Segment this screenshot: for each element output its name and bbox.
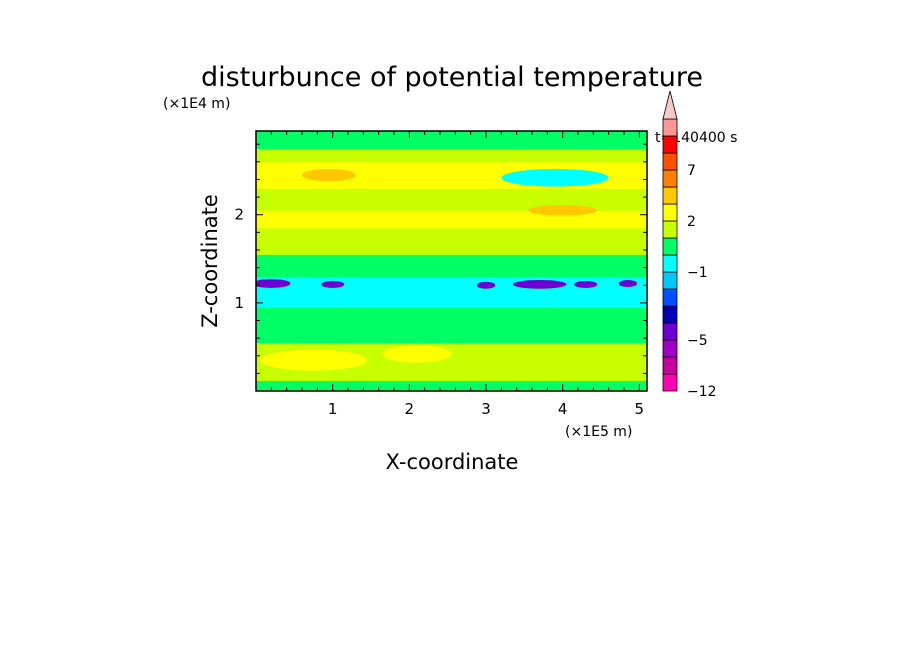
field-anomaly [501,168,609,187]
y-tick-label: 2 [234,206,244,224]
chart-title: disturbunce of potential temperature [201,62,703,93]
colorbar-swatch [662,254,678,273]
colorbar-swatch [662,373,678,392]
field-band [256,307,647,326]
colorbar-swatch [662,203,678,222]
field-anomaly [512,279,567,289]
colorbar-swatch [662,237,678,256]
colorbar-swatch [662,220,678,239]
field-anomaly [528,205,598,216]
y-unit-label: (×1E4 m) [163,96,230,112]
field-anomaly [476,281,496,289]
colorbar-label: −12 [687,384,717,400]
colorbar: −12−5−127 [662,90,717,400]
x-tick-label: 3 [481,400,491,418]
field-band [256,148,647,163]
y-axis-label: Z-coordinate [198,194,222,328]
x-tick-label: 4 [558,400,568,418]
colorbar-swatch [662,169,678,188]
colorbar-swatch [662,305,678,324]
field-band [256,188,647,211]
y-tick-label: 1 [234,294,244,312]
x-unit-label: (×1E5 m) [565,424,632,440]
contour-field [256,131,647,391]
x-tick-label: 2 [405,400,415,418]
colorbar-swatch [662,135,678,154]
colorbar-swatch [662,271,678,290]
field-band [256,131,647,150]
colorbar-swatch [662,322,678,341]
field-anomaly [302,168,356,182]
axis-ticks: 1 2 3 4 5 1 2 [234,131,647,418]
field-anomaly [574,280,598,288]
x-tick-label: 1 [328,400,338,418]
colorbar-swatch [662,186,678,205]
x-axis-label: X-coordinate [386,450,519,474]
colorbar-label: −1 [687,265,708,281]
colorbar-swatch [662,152,678,171]
colorbar-swatch [662,118,678,137]
field-anomaly [321,280,345,288]
field-band [256,254,647,277]
colorbar-swatch [662,288,678,307]
colorbar-extend-triangle [662,90,678,120]
colorbar-swatch [662,356,678,375]
field-anomaly [382,345,452,363]
field-anomaly [259,349,368,371]
colorbar-label: 2 [687,214,696,230]
field-anomaly [256,279,291,288]
colorbar-swatch [662,339,678,358]
field-band [256,324,647,344]
field-band [256,380,647,391]
colorbar-label: −5 [687,333,708,349]
plot-frame [255,130,648,392]
field-anomaly [618,279,638,287]
field-band [256,227,647,255]
x-tick-label: 5 [635,400,645,418]
colorbar-label: 7 [687,163,696,179]
